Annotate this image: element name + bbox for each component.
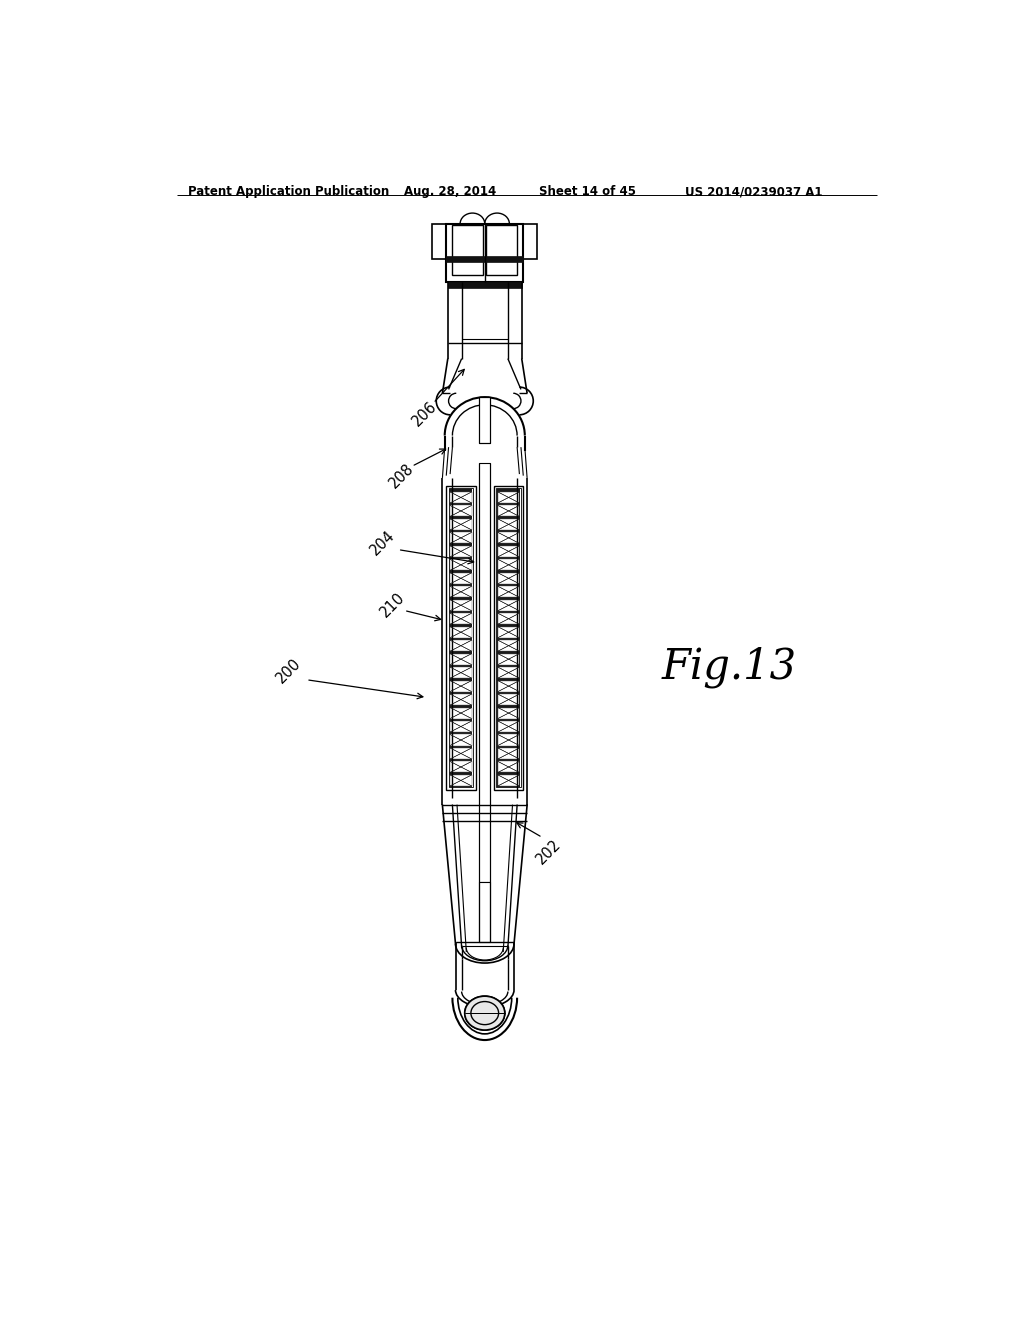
Bar — [479, 462, 490, 882]
Text: 208: 208 — [386, 461, 417, 491]
Bar — [498, 546, 519, 557]
Bar — [451, 573, 472, 583]
Bar — [497, 488, 520, 787]
Bar — [498, 748, 519, 759]
Bar — [451, 492, 472, 503]
Bar — [451, 546, 472, 557]
Bar — [447, 281, 521, 288]
Bar — [498, 694, 519, 705]
Bar — [498, 721, 519, 733]
Bar — [451, 614, 472, 624]
Bar — [451, 560, 472, 570]
Bar — [450, 488, 472, 787]
Text: US 2014/0239037 A1: US 2014/0239037 A1 — [685, 185, 822, 198]
Bar — [449, 488, 473, 788]
Bar — [451, 762, 472, 772]
Bar — [498, 708, 519, 718]
Bar — [498, 640, 519, 651]
Bar — [498, 653, 519, 665]
Bar — [451, 586, 472, 598]
Bar — [498, 519, 519, 529]
Bar — [498, 775, 519, 785]
Bar — [432, 224, 446, 259]
Bar — [451, 748, 472, 759]
Bar — [498, 762, 519, 772]
Bar — [479, 397, 490, 444]
Bar — [523, 224, 538, 259]
Bar — [446, 256, 523, 263]
Bar — [479, 397, 490, 444]
Bar — [451, 721, 472, 733]
Bar — [497, 488, 521, 788]
Text: 210: 210 — [377, 590, 408, 620]
Bar — [498, 492, 519, 503]
Text: 200: 200 — [273, 655, 304, 685]
Text: Sheet 14 of 45: Sheet 14 of 45 — [539, 185, 636, 198]
Ellipse shape — [465, 997, 505, 1030]
Bar — [498, 586, 519, 598]
Bar — [486, 226, 517, 276]
Bar — [498, 560, 519, 570]
Bar — [451, 775, 472, 785]
Text: 206: 206 — [410, 399, 440, 429]
Text: Fig.13: Fig.13 — [662, 645, 797, 688]
Bar — [451, 627, 472, 638]
Bar — [446, 486, 475, 789]
Bar — [451, 532, 472, 544]
Bar — [494, 486, 523, 789]
Text: 202: 202 — [534, 836, 564, 867]
Bar — [453, 226, 483, 276]
Bar — [498, 573, 519, 583]
Bar — [451, 694, 472, 705]
Bar — [451, 519, 472, 529]
Bar — [498, 681, 519, 692]
Bar — [498, 614, 519, 624]
Text: Patent Application Publication: Patent Application Publication — [188, 185, 389, 198]
Bar — [498, 532, 519, 544]
Text: 204: 204 — [368, 528, 397, 558]
Bar — [451, 708, 472, 718]
Bar — [498, 667, 519, 678]
Text: Aug. 28, 2014: Aug. 28, 2014 — [403, 185, 497, 198]
Bar — [498, 599, 519, 611]
Bar — [451, 653, 472, 665]
Bar — [451, 640, 472, 651]
Bar — [451, 506, 472, 516]
Bar — [451, 681, 472, 692]
Bar — [451, 734, 472, 746]
Bar — [498, 627, 519, 638]
Bar — [451, 667, 472, 678]
Bar — [479, 882, 490, 942]
Bar — [498, 506, 519, 516]
Bar — [446, 224, 523, 281]
Bar — [498, 734, 519, 746]
Bar — [451, 599, 472, 611]
